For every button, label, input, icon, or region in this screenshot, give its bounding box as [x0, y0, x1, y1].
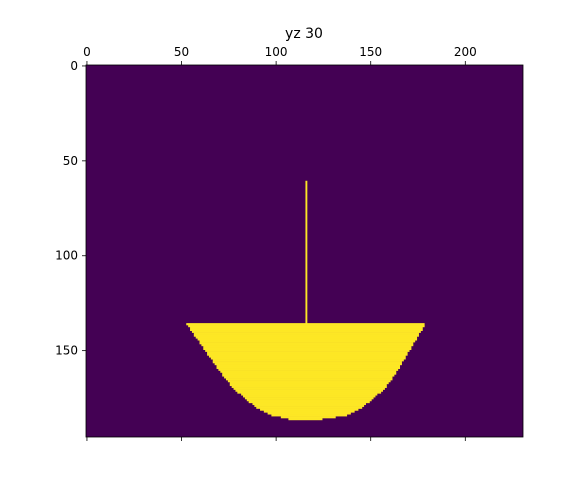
mask-row [197, 338, 418, 341]
mask-row [193, 332, 419, 335]
mask-row [252, 402, 366, 406]
y-tick-label: 50 [63, 154, 78, 168]
mask-stem [305, 180, 308, 326]
mask-row [280, 416, 336, 419]
mask-row [237, 391, 382, 394]
mask-row [229, 383, 387, 387]
mask-row [205, 349, 410, 352]
mask-row [191, 330, 421, 333]
mask-row [222, 374, 395, 377]
mask-row [210, 357, 406, 360]
mask-row [212, 359, 404, 362]
mask-row [203, 345, 412, 349]
mask-row [208, 355, 406, 358]
mask-row [235, 389, 384, 392]
mask-row [218, 368, 399, 371]
mask-row [241, 393, 378, 396]
axes-frame [85, 64, 524, 438]
mask-row [195, 336, 418, 339]
mask-row [254, 404, 365, 407]
mask-row [186, 323, 425, 326]
mask-row [288, 418, 323, 421]
mask-row [190, 328, 423, 332]
y-tick-label: 100 [55, 249, 78, 263]
mask-row [207, 351, 408, 354]
mask-row [227, 380, 391, 383]
mask-row [188, 325, 425, 328]
mask-row [233, 387, 385, 390]
mask-row [193, 334, 419, 337]
mask-row [216, 366, 401, 369]
y-axis: 0 50 100 150 [55, 59, 86, 358]
mask-bowl [186, 323, 425, 421]
mask-row [263, 410, 355, 413]
y-tick-label: 0 [70, 59, 78, 73]
mask-row [225, 378, 393, 381]
mask-row [201, 344, 414, 347]
mask-row [199, 342, 414, 345]
x-axis: 0 50 100 150 200 [83, 45, 477, 441]
mask-row [229, 381, 389, 385]
mask-row [224, 376, 393, 379]
mask-row [246, 399, 372, 402]
mask-row [243, 395, 376, 398]
chart-title: yz 30 [285, 26, 323, 42]
x-tick-label: 200 [454, 45, 477, 59]
mask-row [256, 406, 363, 409]
x-tick-label: 0 [83, 45, 91, 59]
mask-row [216, 364, 401, 368]
y-tick-label: 150 [55, 344, 78, 358]
mask-row [207, 353, 408, 356]
mask-row [231, 385, 387, 388]
x-tick-label: 100 [265, 45, 288, 59]
mask-row [248, 400, 370, 404]
mask-row [271, 414, 348, 417]
mask-row [203, 347, 412, 350]
plot-area [85, 64, 524, 438]
mask-row [222, 372, 397, 375]
mask-row [267, 412, 351, 415]
mask-row [190, 326, 423, 330]
mask-row [244, 397, 374, 400]
mask-row [214, 362, 402, 366]
x-tick-label: 50 [174, 45, 189, 59]
mask-row [260, 408, 359, 411]
mask-row [199, 340, 416, 343]
mask-row [212, 361, 402, 364]
x-tick-label: 150 [359, 45, 382, 59]
mask-row [220, 370, 397, 373]
